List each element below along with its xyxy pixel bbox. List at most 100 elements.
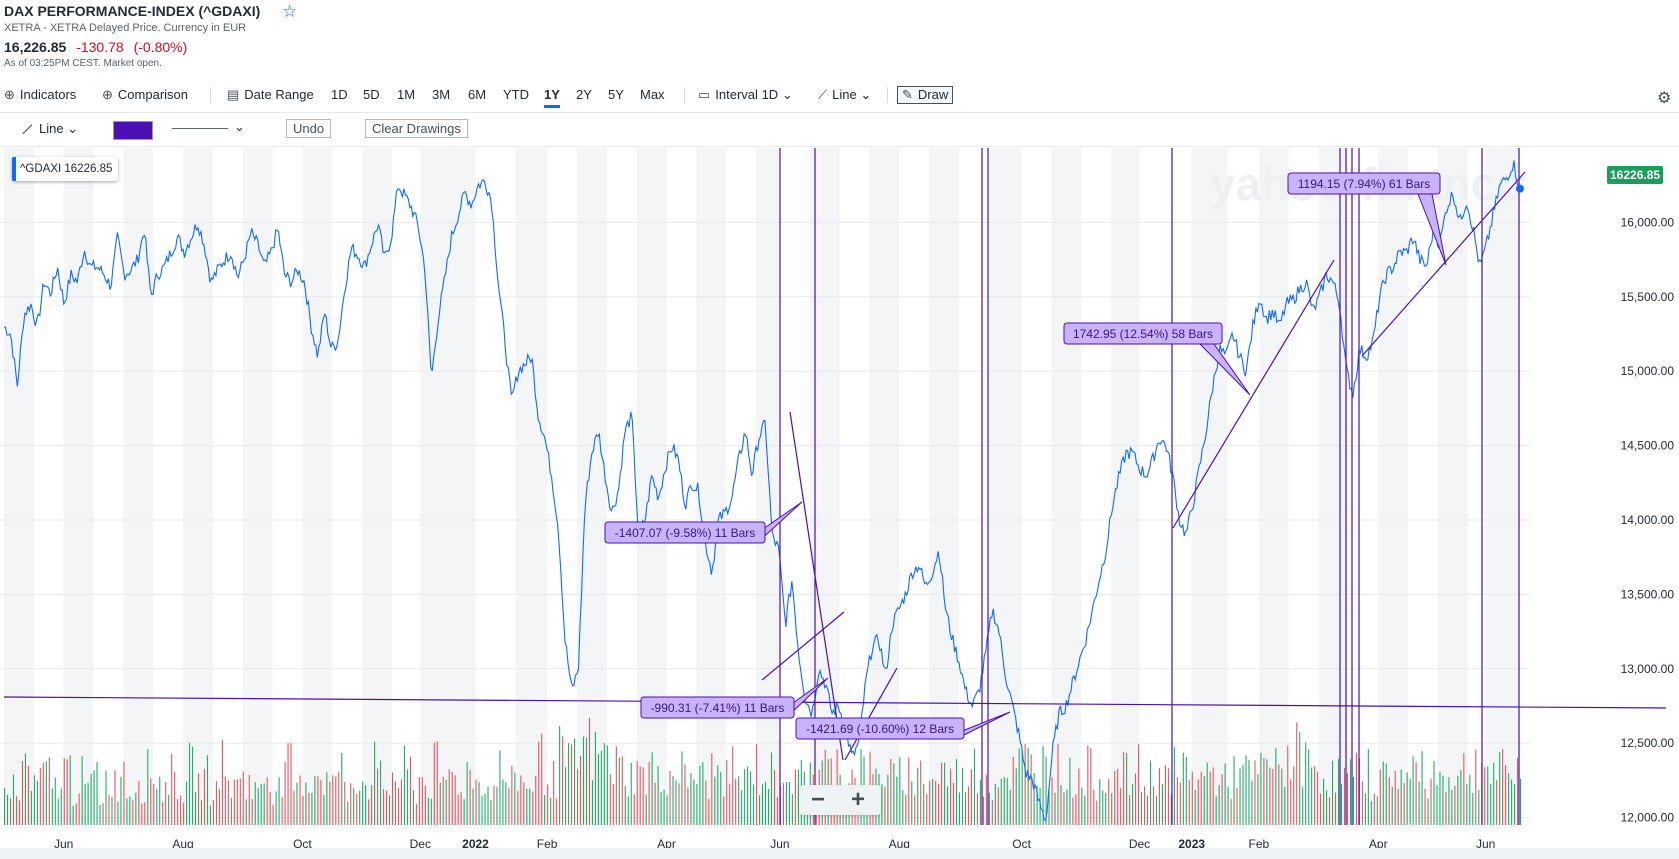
volume-bar [397,788,400,825]
volume-bar [1505,765,1507,825]
volume-bar [1239,768,1241,825]
volume-bar [1451,789,1453,825]
clear-drawings-button[interactable]: Clear Drawings [365,119,468,138]
drawing-tool-dropdown[interactable]: — Line ⌄ [17,119,79,139]
volume-bar [675,780,677,825]
x-tick-label: Feb [1249,837,1270,851]
volume-bar [1057,743,1059,825]
user-drawings[interactable]: -1407.07 (-9.58%) 11 Bars -990.31 (-7.41%… [3,148,1667,825]
interval-icon: ▭ [698,87,711,102]
volume-bar [1149,760,1152,825]
range-1m[interactable]: 1M [397,87,416,102]
chevron-down-icon[interactable]: ⌄ [234,119,245,134]
range-1y[interactable]: 1Y [544,87,560,108]
volume-bar [1102,790,1104,825]
volume-bar [550,797,552,825]
volume-bar [976,793,978,825]
settings-gear-icon[interactable]: ⚙ [1657,90,1672,107]
draw-button[interactable]: ✎ Draw [897,86,954,104]
volume-bar [1105,792,1107,825]
volume-bar [526,788,528,825]
undo-button[interactable]: Undo [286,119,332,138]
chart-navigator [0,848,1679,859]
volume-bar [445,779,447,825]
chart-type-dropdown[interactable]: ⟋ Line ⌄ [818,87,871,103]
volume-bar [1349,759,1351,825]
volume-bar [1006,777,1008,825]
volume-bar [120,776,122,825]
interval-dropdown[interactable]: ▭ Interval 1D ⌄ [698,87,793,103]
volume-bar [1499,752,1501,825]
volume-bar [380,760,382,825]
volume-bar [1502,748,1504,825]
volume-bar [621,756,623,825]
x-tick-label: Aug [172,837,193,851]
indicators-button[interactable]: ⊕ Indicators [4,87,76,103]
volume-bar [42,762,44,825]
volume-bar [1218,784,1220,825]
range-1d[interactable]: 1D [331,87,348,102]
date-range-button[interactable]: ▤ Date Range [227,87,314,103]
volume-bar [1215,796,1217,825]
volume-bar [165,782,167,825]
volume-bar [1036,786,1038,825]
pencil-icon: ✎ [902,87,913,102]
volume-bar [135,792,137,825]
range-ytd[interactable]: YTD [503,87,529,102]
volume-bar [935,780,937,825]
volume-bar [350,783,352,825]
volume-bar [36,780,38,825]
volume-bar [415,804,417,825]
volume-bar [508,788,510,825]
x-tick-label: Dec [410,837,431,851]
chevron-down-icon: ⌄ [781,87,793,102]
volume-bar [299,775,301,825]
volume-bar [272,804,274,825]
volume-bar [362,781,364,825]
volume-bar [1469,774,1471,825]
volume-bar [618,757,620,825]
volume-bar [239,778,241,825]
line-style-sample[interactable] [172,128,228,129]
range-6m[interactable]: 6M [468,87,487,102]
range-5d[interactable]: 5D [363,87,380,102]
volume-bar [929,780,931,825]
x-tick-label: Jun [54,837,73,851]
volume-bar [582,736,585,825]
watchlist-star-icon[interactable]: ☆ [282,2,298,21]
chart-legend[interactable]: ^GDAXI 16226.85 [12,157,119,181]
volume-bar [991,800,993,825]
volume-bar [1266,759,1268,825]
range-2y[interactable]: 2Y [576,87,592,102]
volume-bar [797,769,799,825]
volume-bar [6,795,9,825]
volume-bar [1302,787,1304,825]
range-5y[interactable]: 5Y [608,87,624,102]
volume-bar [493,785,495,825]
volume-bar [132,800,134,825]
interval-label: Interval [715,87,758,102]
volume-bar [523,782,525,825]
y-tick-label: 14,000.00 [1621,513,1675,527]
zoom-in-button[interactable]: + [851,786,866,813]
volume-bar [627,796,629,825]
x-tick-label: Oct [293,837,312,851]
range-3m[interactable]: 3M [432,87,451,102]
drawing-color-swatch[interactable] [113,121,153,140]
volume-bar [54,777,56,825]
quote-title: DAX PERFORMANCE-INDEX (^GDAXI) [4,3,261,19]
volume-bar [609,774,611,825]
volume-bar [1248,760,1250,825]
volume-bar [1090,747,1092,825]
volume-bar [764,781,767,825]
volume-bar [21,760,24,825]
volume-bar [1191,771,1193,825]
volume-bar [1021,749,1023,825]
range-max[interactable]: Max [640,87,665,102]
toolbar-divider [887,87,888,103]
comparison-button[interactable]: ⊕ Comparison [102,87,188,103]
volume-bar [427,797,429,825]
volume-bar [994,783,996,825]
zoom-out-button[interactable]: − [811,786,826,813]
